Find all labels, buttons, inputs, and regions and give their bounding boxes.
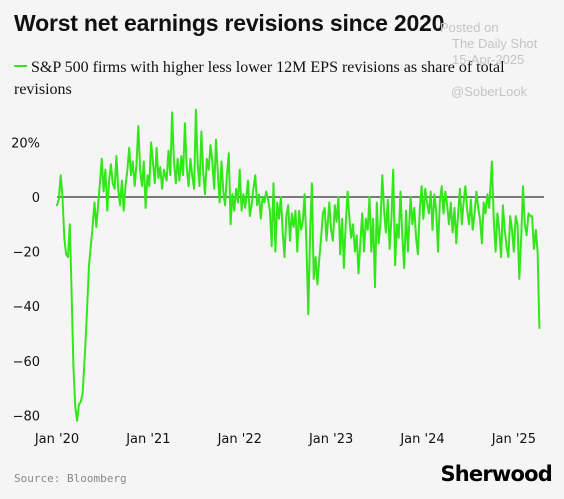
x-tick-label: Jan '25 (491, 432, 536, 447)
y-tick-label: −60 (13, 355, 40, 370)
watermark-handle: @SoberLook (451, 84, 528, 99)
y-tick-label: 0 (32, 191, 40, 206)
chart-title: Worst net earnings revisions since 2020 (14, 10, 445, 36)
y-tick-label: 20% (11, 136, 40, 151)
watermark-site: The Daily Shot (452, 36, 538, 51)
x-tick-label: Jan '24 (399, 432, 444, 447)
legend-swatch (14, 65, 27, 68)
brand-logo: Sherwood (440, 462, 552, 486)
x-tick-label: Jan '23 (308, 432, 353, 447)
legend: S&P 500 firms with higher less lower 12M… (14, 57, 544, 101)
source-note: Source: Bloomberg (14, 472, 127, 485)
y-tick-label: −40 (13, 300, 40, 315)
watermark-posted: Posted on (440, 20, 499, 35)
x-tick-label: Jan '22 (217, 432, 262, 447)
x-tick-label: Jan '20 (34, 432, 79, 447)
y-tick-label: −80 (13, 409, 40, 424)
x-tick-label: Jan '21 (125, 432, 170, 447)
y-tick-label: −20 (13, 246, 40, 261)
watermark-date: 15-Apr-2025 (452, 52, 525, 67)
legend-label: S&P 500 firms with higher less lower 12M… (14, 59, 505, 98)
series-line (56, 108, 541, 422)
